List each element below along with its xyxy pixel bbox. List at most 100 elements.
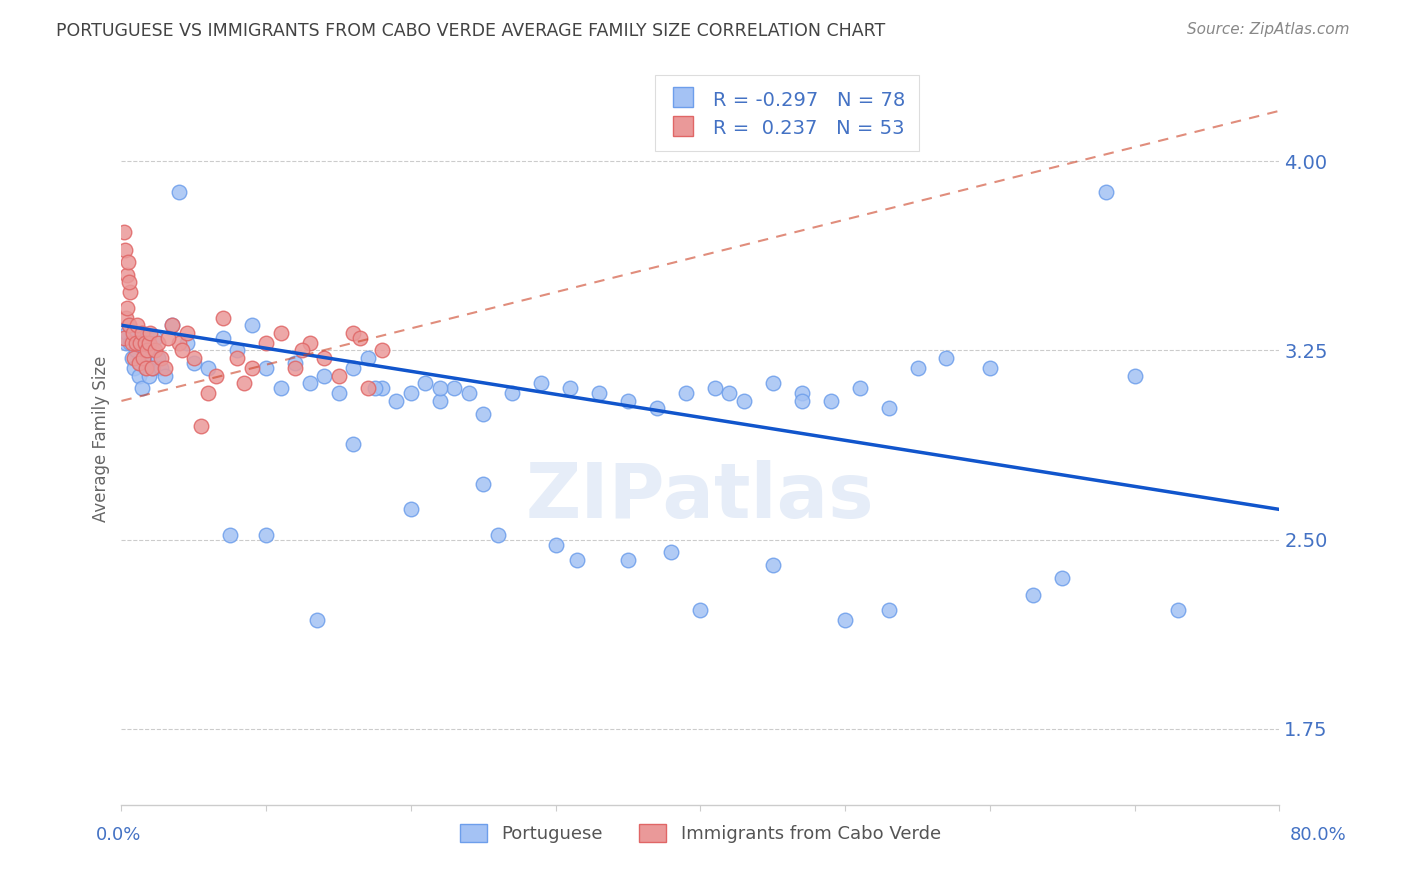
Point [233, 376, 256, 391]
Point [127, 318, 149, 333]
Point [114, 335, 136, 350]
Point [124, 351, 146, 365]
Point [131, 326, 153, 340]
Point [169, 185, 191, 199]
Point [645, 401, 668, 416]
Point [226, 351, 249, 365]
Point [143, 343, 166, 358]
Point [907, 361, 929, 376]
Point [120, 335, 142, 350]
Point [254, 335, 277, 350]
Point [112, 331, 135, 345]
Point [399, 502, 422, 516]
Point [588, 386, 610, 401]
Point [149, 351, 172, 365]
Point [138, 335, 160, 350]
Point [211, 310, 233, 325]
Point [146, 335, 169, 350]
Point [284, 361, 307, 376]
Point [114, 243, 136, 257]
Point [820, 393, 842, 408]
Point [848, 381, 870, 395]
Point [160, 318, 183, 333]
Point [364, 381, 387, 395]
Point [143, 331, 166, 345]
Point [197, 386, 219, 401]
Point [762, 558, 785, 572]
Point [675, 386, 697, 401]
Point [112, 331, 135, 345]
Point [139, 356, 162, 370]
Text: PORTUGUESE VS IMMIGRANTS FROM CABO VERDE AVERAGE FAMILY SIZE CORRELATION CHART: PORTUGUESE VS IMMIGRANTS FROM CABO VERDE… [56, 22, 886, 40]
Point [124, 361, 146, 376]
Point [129, 356, 152, 370]
Point [135, 361, 157, 376]
Point [567, 553, 589, 567]
Point [183, 351, 205, 365]
Point [128, 368, 150, 383]
Point [136, 343, 159, 358]
Point [153, 368, 176, 383]
Point [254, 361, 277, 376]
Point [530, 376, 553, 391]
Point [121, 351, 143, 365]
Point [118, 276, 141, 290]
Point [472, 477, 495, 491]
Point [172, 343, 194, 358]
Point [135, 361, 157, 376]
Point [138, 368, 160, 383]
Point [342, 361, 364, 376]
Point [120, 285, 142, 300]
Point [1052, 570, 1074, 584]
Point [136, 331, 159, 345]
Point [617, 553, 640, 567]
Point [472, 407, 495, 421]
Point [291, 343, 314, 358]
Point [1094, 185, 1116, 199]
Point [153, 361, 176, 376]
Point [115, 326, 138, 340]
Point [114, 310, 136, 325]
Point [117, 255, 139, 269]
Point [312, 351, 335, 365]
Point [129, 335, 152, 350]
Point [128, 356, 150, 370]
Point [834, 614, 856, 628]
Point [141, 361, 163, 376]
Point [211, 331, 233, 345]
Point [429, 381, 451, 395]
Point [1123, 368, 1146, 383]
Text: Source: ZipAtlas.com: Source: ZipAtlas.com [1187, 22, 1350, 37]
Point [139, 326, 162, 340]
Point [254, 527, 277, 541]
Point [204, 368, 226, 383]
Point [131, 381, 153, 395]
Point [399, 386, 422, 401]
Point [877, 603, 900, 617]
Point [305, 614, 328, 628]
Point [149, 361, 172, 376]
Y-axis label: Average Family Size: Average Family Size [93, 356, 110, 522]
Point [733, 393, 755, 408]
Point [134, 335, 156, 350]
Point [560, 381, 582, 395]
Point [356, 381, 378, 395]
Point [169, 335, 191, 350]
Point [240, 318, 263, 333]
Point [118, 318, 141, 333]
Point [160, 318, 183, 333]
Point [156, 331, 179, 345]
Point [141, 343, 163, 358]
Text: ZIPatlas: ZIPatlas [526, 460, 875, 534]
Point [371, 343, 394, 358]
Point [240, 361, 263, 376]
Point [617, 393, 640, 408]
Point [443, 381, 465, 395]
Point [270, 326, 292, 340]
Point [342, 437, 364, 451]
Point [270, 381, 292, 395]
Point [190, 419, 212, 434]
Legend: R = -0.297   N = 78, R =  0.237   N = 53: R = -0.297 N = 78, R = 0.237 N = 53 [655, 76, 920, 152]
Point [328, 386, 350, 401]
Text: 0.0%: 0.0% [96, 826, 141, 844]
